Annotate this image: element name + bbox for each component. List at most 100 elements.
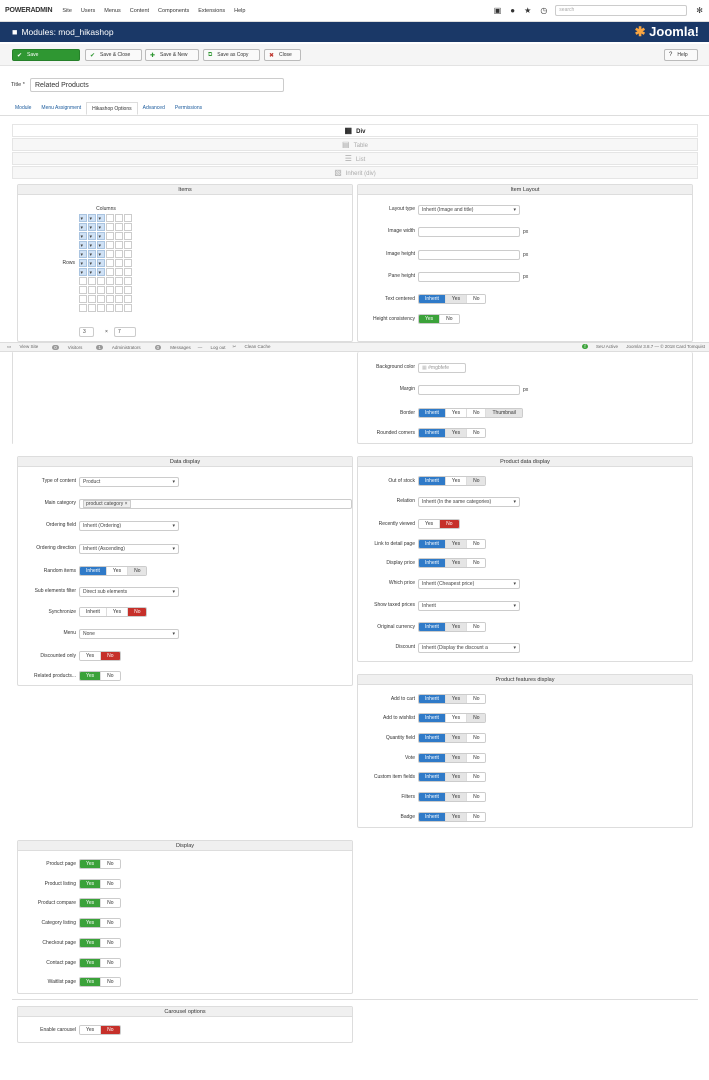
grid-cell[interactable] bbox=[97, 295, 105, 303]
product-page-toggle[interactable]: Yes No bbox=[79, 859, 121, 869]
layout-option-table[interactable]: ▤ Table bbox=[12, 138, 698, 151]
grid-cell[interactable] bbox=[106, 268, 114, 276]
grid-cell[interactable] bbox=[97, 250, 105, 258]
filters-toggle[interactable]: Inherit Yes No bbox=[418, 792, 487, 802]
menu-components[interactable]: Components bbox=[158, 7, 190, 14]
grid-cell[interactable] bbox=[88, 259, 96, 267]
grid-cell[interactable] bbox=[88, 304, 96, 312]
custom-fields-toggle[interactable]: Inherit Yes No bbox=[418, 772, 487, 782]
grid-cell[interactable] bbox=[115, 304, 123, 312]
grid-cell[interactable] bbox=[115, 214, 123, 222]
grid-cell[interactable] bbox=[79, 277, 87, 285]
grid-cell[interactable] bbox=[106, 214, 114, 222]
columns-input[interactable]: 3 bbox=[79, 327, 94, 337]
grid-cell[interactable] bbox=[106, 259, 114, 267]
tab-permissions[interactable]: Permissions bbox=[174, 105, 203, 111]
grid-cell[interactable] bbox=[97, 214, 105, 222]
messages-count[interactable]: 0 Messages bbox=[154, 344, 191, 350]
title-input[interactable]: Related Products bbox=[30, 78, 284, 92]
checkout-page-toggle[interactable]: Yes No bbox=[79, 938, 121, 948]
badge-toggle[interactable]: Inherit Yes No bbox=[418, 812, 487, 822]
grid-cell[interactable] bbox=[124, 286, 132, 294]
grid-cell[interactable] bbox=[88, 250, 96, 258]
vote-toggle[interactable]: Inherit Yes No bbox=[418, 753, 487, 763]
grid-cell[interactable] bbox=[97, 304, 105, 312]
save-close-button[interactable]: ✔ Save & Close bbox=[85, 49, 142, 61]
grid-cell[interactable] bbox=[115, 232, 123, 240]
relation-select[interactable]: Inherit (In the same categories) bbox=[418, 497, 520, 507]
menu-users[interactable]: Users bbox=[80, 7, 96, 14]
grid-cell[interactable] bbox=[115, 250, 123, 258]
layout-option-list[interactable]: ☰ List bbox=[12, 152, 698, 165]
poweradmin-logo[interactable]: POWERADMIN bbox=[5, 7, 53, 14]
grid-cell[interactable] bbox=[124, 268, 132, 276]
category-listing-toggle[interactable]: Yes No bbox=[79, 918, 121, 928]
synchronize-toggle[interactable]: Inherit Yes No bbox=[79, 607, 148, 617]
waitlist-page-toggle[interactable]: Yes No bbox=[79, 977, 121, 987]
visitors-count[interactable]: 0 Visitors bbox=[52, 344, 83, 350]
recently-viewed-toggle[interactable]: Yes No bbox=[418, 519, 460, 529]
link-detail-toggle[interactable]: Inherit Yes No bbox=[418, 539, 487, 549]
grid-cell[interactable] bbox=[97, 259, 105, 267]
grid-cell[interactable] bbox=[97, 232, 105, 240]
grid-cell[interactable] bbox=[106, 250, 114, 258]
tab-menu-assignment[interactable]: Menu Assignment bbox=[41, 105, 82, 111]
add-to-cart-toggle[interactable]: Inherit Yes No bbox=[418, 694, 487, 704]
main-category-input[interactable]: product category × bbox=[79, 499, 352, 509]
grid-cell[interactable] bbox=[115, 295, 123, 303]
star-icon[interactable]: ★ bbox=[524, 6, 532, 15]
taxed-prices-select[interactable]: Inherit bbox=[418, 601, 520, 611]
grid-cell[interactable] bbox=[106, 304, 114, 312]
help-button[interactable]: ? Help bbox=[664, 49, 698, 61]
user-icon[interactable]: ● bbox=[510, 6, 516, 15]
margin-input[interactable] bbox=[418, 385, 520, 395]
menu-help[interactable]: Help bbox=[234, 7, 246, 14]
grid-cell[interactable] bbox=[88, 223, 96, 231]
discount-select[interactable]: Inherit (Display the discount a bbox=[418, 643, 520, 653]
close-button[interactable]: ✖ Close bbox=[264, 49, 301, 61]
save-copy-button[interactable]: ⧉ Save as Copy bbox=[203, 49, 260, 61]
display-price-toggle[interactable]: Inherit Yes No bbox=[418, 558, 487, 568]
menu-site[interactable]: Site bbox=[62, 7, 72, 14]
clock-icon[interactable]: ◷ bbox=[540, 6, 548, 15]
which-price-select[interactable]: Inherit (Cheapest price) bbox=[418, 579, 520, 589]
grid-cell[interactable] bbox=[79, 259, 87, 267]
menu-content[interactable]: Content bbox=[129, 7, 150, 14]
grid-cell[interactable] bbox=[115, 259, 123, 267]
admins-count[interactable]: 1 Administrators bbox=[96, 344, 141, 350]
grid-cell[interactable] bbox=[88, 232, 96, 240]
grid-cell[interactable] bbox=[88, 241, 96, 249]
add-to-wishlist-toggle[interactable]: Inherit Yes No bbox=[418, 713, 487, 723]
sub-elements-filter-select[interactable]: Direct sub elements bbox=[79, 587, 179, 597]
grid-cell[interactable] bbox=[88, 277, 96, 285]
grid-cell[interactable] bbox=[106, 295, 114, 303]
grid-cell[interactable] bbox=[124, 295, 132, 303]
out-of-stock-toggle[interactable]: Inherit Yes No bbox=[418, 476, 487, 486]
image-width-input[interactable] bbox=[418, 227, 520, 237]
grid-cell[interactable] bbox=[124, 232, 132, 240]
grid-cell[interactable] bbox=[97, 268, 105, 276]
grid-cell[interactable] bbox=[88, 295, 96, 303]
grid-cell[interactable] bbox=[79, 241, 87, 249]
menu-select[interactable]: None bbox=[79, 629, 179, 639]
grid-cell[interactable] bbox=[79, 295, 87, 303]
clean-cache-link[interactable]: ✂ Clean Cache bbox=[232, 344, 271, 349]
save-button[interactable]: ✔ Save bbox=[12, 49, 80, 61]
grid-cell[interactable] bbox=[79, 304, 87, 312]
grid-cell[interactable] bbox=[88, 286, 96, 294]
image-height-input[interactable] bbox=[418, 250, 520, 260]
grid-cell[interactable] bbox=[106, 232, 114, 240]
menu-menus[interactable]: Menus bbox=[104, 7, 121, 14]
pane-height-input[interactable] bbox=[418, 272, 520, 282]
quantity-field-toggle[interactable]: Inherit Yes No bbox=[418, 733, 487, 743]
grid-cell[interactable] bbox=[97, 277, 105, 285]
original-currency-toggle[interactable]: Inherit Yes No bbox=[418, 622, 487, 632]
grid-cell[interactable] bbox=[106, 223, 114, 231]
grid-cell[interactable] bbox=[97, 241, 105, 249]
layout-option-inherit[interactable]: ▧ Inherit (div) bbox=[12, 166, 698, 179]
product-listing-toggle[interactable]: Yes No bbox=[79, 879, 121, 889]
ordering-field-select[interactable]: Inherit (Ordering) bbox=[79, 521, 179, 531]
grid-cell[interactable] bbox=[79, 286, 87, 294]
discounted-only-toggle[interactable]: Yes No bbox=[79, 651, 121, 661]
grid-cell[interactable] bbox=[124, 250, 132, 258]
